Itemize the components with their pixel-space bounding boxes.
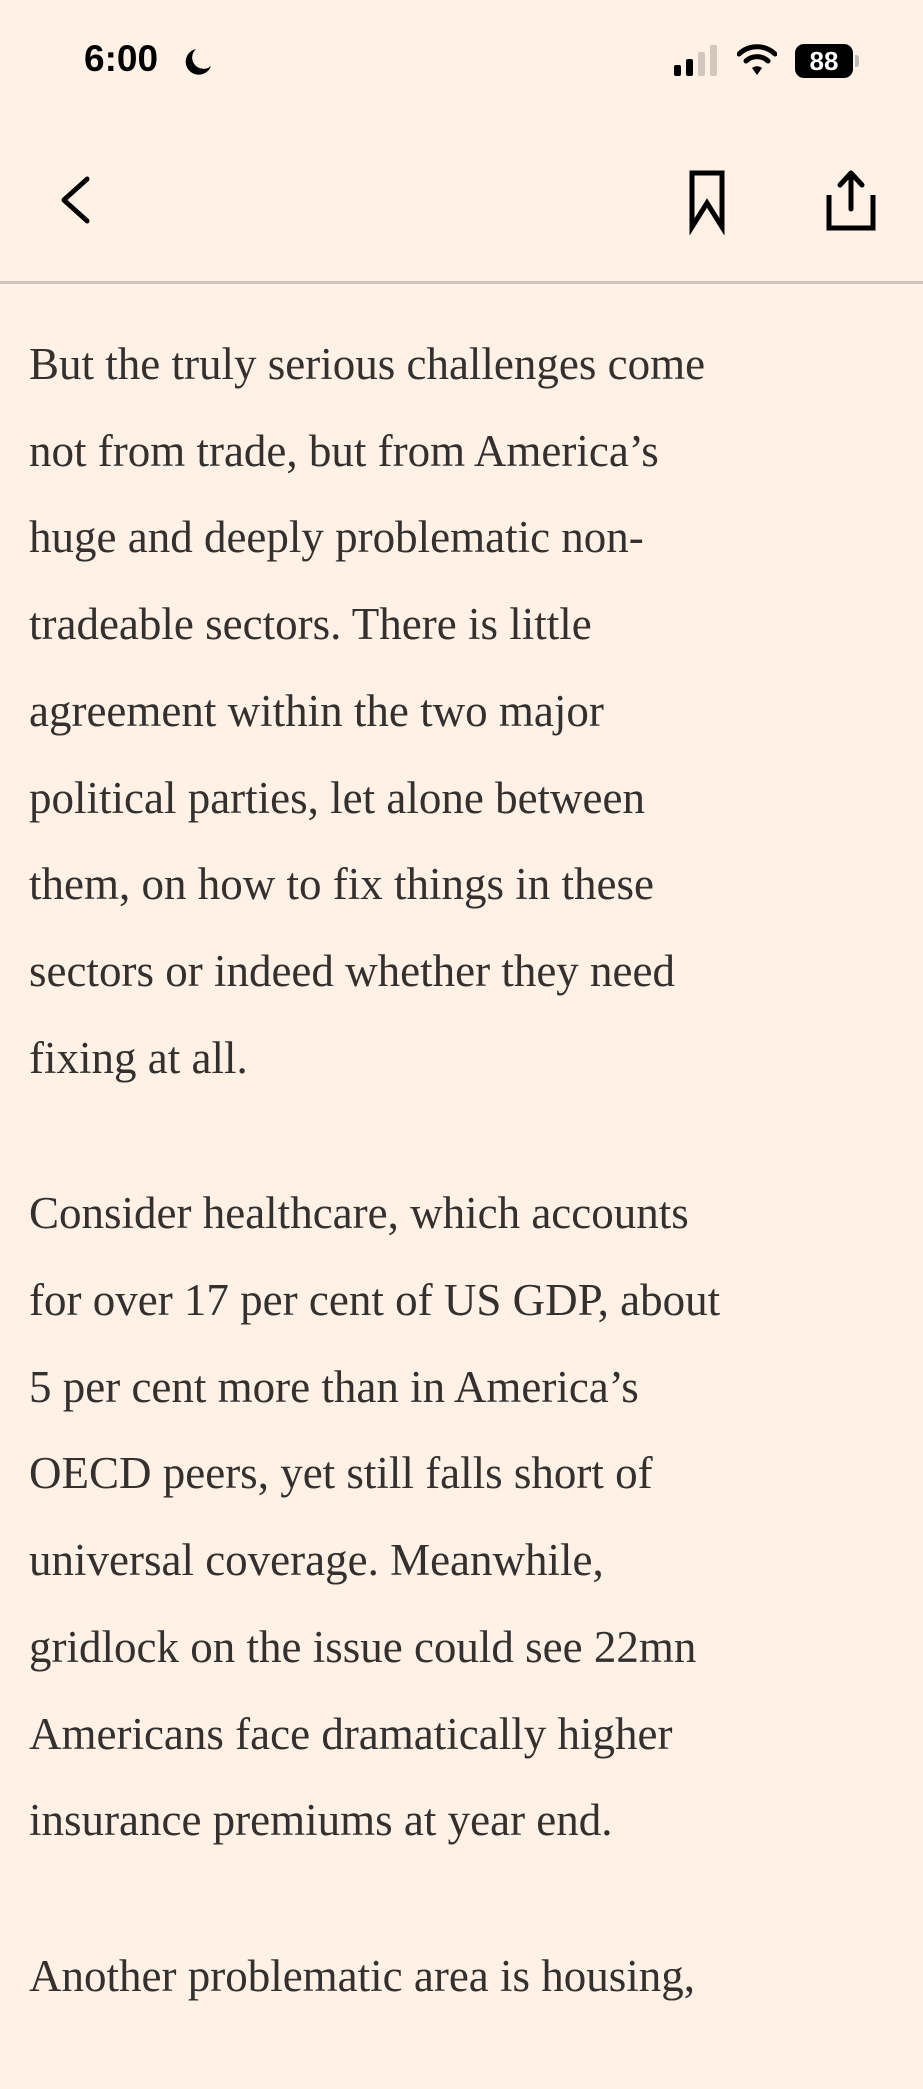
text-line: them, on how to fix things in these: [29, 859, 654, 910]
moon-icon: [185, 49, 211, 75]
text-line: not from trade, but from America’s: [29, 425, 659, 476]
wifi-icon: [737, 44, 777, 75]
text-line: Another problematic area is housing,: [29, 1950, 696, 2001]
text-line: universal coverage. Meanwhile,: [29, 1535, 604, 1586]
article-paragraph: Consider healthcare, which accounts for …: [29, 1170, 899, 1864]
text-line: But the truly serious challenges come: [29, 339, 706, 389]
cellular-signal-icon: [674, 45, 717, 76]
text-line: political parties, let alone between: [29, 772, 646, 823]
text-line: 5 per cent more than in America’s: [29, 1361, 639, 1412]
article-body: But the truly serious challenges come no…: [29, 321, 899, 2089]
battery-cap: [855, 55, 859, 67]
bookmark-button[interactable]: [677, 165, 737, 236]
article-paragraph: But the truly serious challenges come no…: [29, 321, 899, 1101]
text-line: for over 17 per cent of US GDP, about: [29, 1275, 721, 1326]
article-toolbar: [0, 140, 923, 283]
text-line: gridlock on the issue could see 22mn: [29, 1621, 697, 1672]
battery-indicator: 88: [795, 44, 859, 78]
share-button[interactable]: [821, 165, 881, 235]
back-button[interactable]: [55, 165, 115, 235]
text-line: huge and deeply problematic non-: [29, 512, 644, 563]
battery-level: 88: [795, 44, 853, 78]
text-line: Americans face dramatically higher: [29, 1708, 673, 1759]
text-line: Consider healthcare, which accounts: [29, 1188, 689, 1239]
share-icon: [826, 170, 876, 231]
article-paragraph: Another problematic area is housing,: [29, 1933, 899, 2020]
text-line: insurance premiums at year end.: [29, 1795, 613, 1846]
status-time: 6:00: [84, 38, 159, 79]
chevron-left-icon: [61, 176, 90, 224]
text-line: fixing at all.: [29, 1032, 248, 1083]
toolbar-divider: [0, 281, 923, 284]
text-line: OECD peers, yet still falls short of: [29, 1448, 653, 1499]
text-line: agreement within the two major: [29, 685, 604, 736]
text-line: sectors or indeed whether they need: [29, 945, 675, 996]
text-line: tradeable sectors. There is little: [29, 599, 592, 650]
status-bar: 6:00 88: [0, 0, 923, 120]
bookmark-icon: [689, 170, 725, 236]
